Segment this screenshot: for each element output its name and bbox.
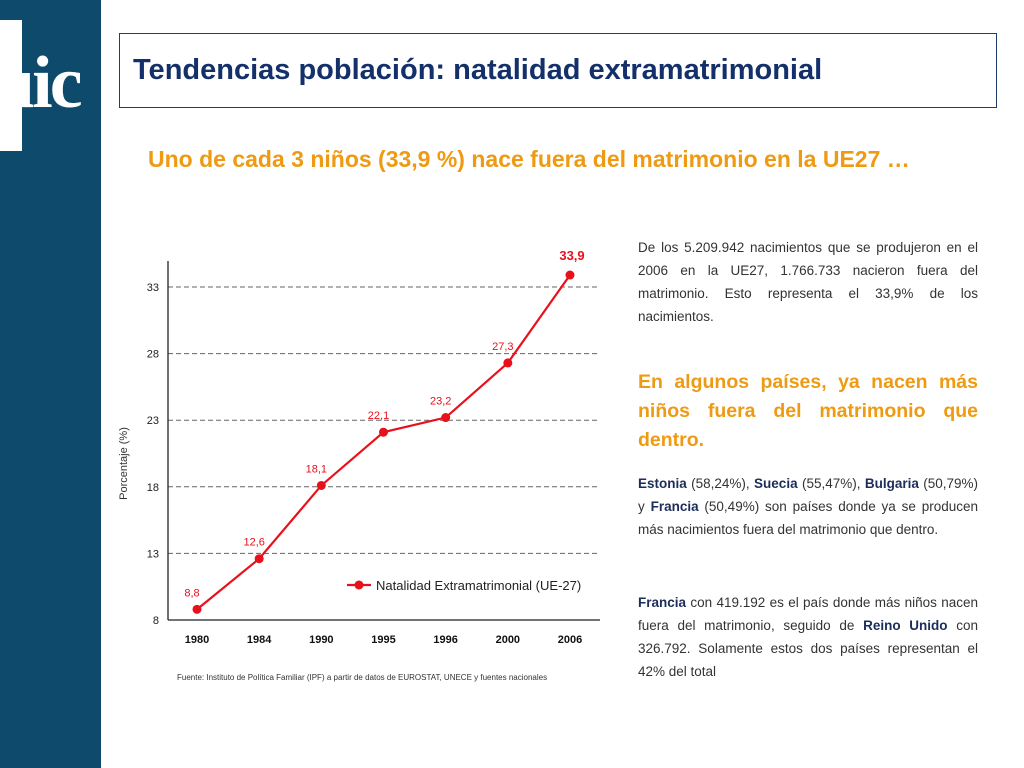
series-line: [196, 274, 571, 611]
line-chart: 8 13 18 23 28 33 Porcentaje (%) 1980 1984 1990 199…: [118, 248, 600, 682]
data-point: [316, 480, 326, 490]
data-label: 33,9: [559, 248, 584, 263]
country-bulgaria: Bulgaria: [864, 476, 919, 491]
x-tick-label: 2006: [558, 634, 582, 646]
data-label: 22,1: [368, 410, 389, 422]
value-bulgaria: (50,79%) y: [638, 476, 979, 514]
country-francia: Francia: [650, 499, 699, 514]
country-reino-unido: Reino Unido: [863, 618, 948, 633]
uic-logo: uic: [0, 20, 97, 151]
data-point: [192, 604, 202, 614]
x-tick-label: 1990: [309, 634, 333, 646]
data-label: 23,2: [430, 396, 451, 408]
y-tick-label: 23: [147, 415, 159, 427]
logo-white-strip: [0, 20, 22, 151]
data-point: [441, 413, 451, 423]
y-tick-label: 8: [153, 615, 159, 627]
source-note: Fuente: Instituto de Política Familiar (…: [177, 673, 547, 682]
text-reino-unido: con 326.792. Solamente estos dos países …: [638, 618, 978, 679]
data-point: [254, 554, 264, 564]
x-tick-label: 1984: [247, 634, 272, 646]
x-tick-label: 1980: [185, 634, 209, 646]
slide-subtitle: Uno de cada 3 niños (33,9 %) nace fuera …: [148, 146, 910, 172]
paragraph-countries: Estonia (58,24%), Suecia (55,47%), Bulga…: [638, 472, 978, 541]
logo-text: uic: [0, 42, 83, 124]
data-label: 8,8: [184, 587, 199, 599]
data-point: [503, 358, 513, 368]
y-tick-label: 18: [147, 482, 159, 494]
value-suecia: (55,47%),: [797, 476, 865, 491]
heading-countries: En algunos países, ya nacen más niños fu…: [638, 371, 978, 451]
x-tick-label: 1996: [433, 634, 457, 646]
x-tick-label: 1995: [371, 634, 395, 646]
data-label: 27,3: [492, 341, 513, 353]
y-tick-label: 28: [147, 349, 159, 361]
x-tick-label: 2000: [496, 634, 520, 646]
value-francia: (50,49%) son países donde ya se producen…: [638, 499, 978, 537]
country-estonia: Estonia: [638, 476, 687, 491]
data-label: 12,6: [243, 537, 264, 549]
country-francia-2: Francia: [638, 595, 687, 610]
data-label: 18,1: [306, 463, 327, 475]
paragraph-francia-uk: Francia con 419.192 es el país donde más…: [638, 591, 978, 683]
paragraph-births: De los 5.209.942 nacimientos que se prod…: [638, 240, 978, 324]
legend-label: Natalidad Extramatrimonial (UE-27): [376, 578, 581, 593]
text-francia: con 419.192 es el país donde más niños n…: [638, 595, 978, 633]
y-tick-label: 13: [147, 548, 159, 560]
data-point: [565, 270, 575, 280]
data-point: [379, 427, 388, 437]
slide-title: Tendencias población: natalidad extramat…: [133, 54, 823, 86]
y-tick-label: 33: [147, 282, 159, 294]
y-axis-title: Porcentaje (%): [118, 427, 130, 500]
value-estonia: (58,24%),: [686, 476, 755, 491]
title-box: Tendencias población: natalidad extramat…: [119, 33, 997, 108]
legend-marker: [354, 580, 364, 590]
country-suecia: Suecia: [754, 476, 798, 491]
